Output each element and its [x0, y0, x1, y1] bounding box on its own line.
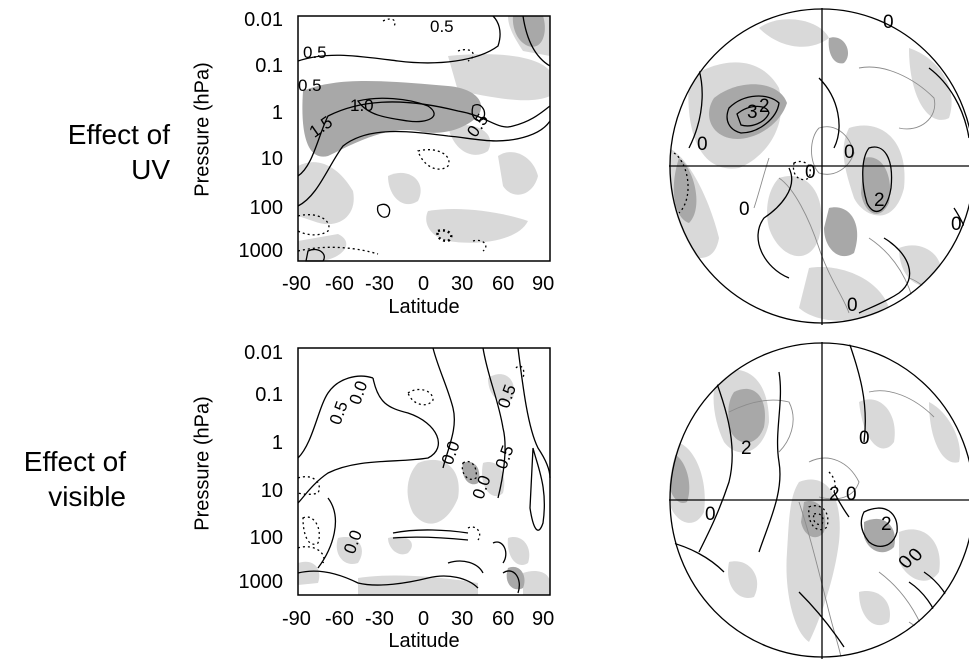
contour-label: 0.0 [345, 378, 371, 407]
shading-light [298, 374, 550, 595]
row-label-line1: Effect of [67, 119, 170, 150]
zonal-mean-contour-plot-uv: 0.5 0.5 1.0 1.5 0.5 0.5 [297, 15, 551, 262]
contour-label: 0.5 [298, 76, 322, 95]
y-axis-label: Pressure (hPa) [191, 62, 214, 197]
contour-label: 2 [874, 190, 885, 211]
polar-map-visible: 0 2 0 2 0 2 0 0 [669, 342, 969, 659]
contour-label: 0 [844, 142, 855, 163]
contour-label: 0 [697, 134, 708, 155]
x-tick-label: 90 [532, 608, 555, 630]
x-tick-label: 0 [418, 273, 430, 295]
contour-label: 2 [881, 514, 892, 535]
x-tick-label: 30 [451, 608, 474, 630]
contour-label: 0 [883, 12, 894, 33]
y-tick-label: 1 [271, 102, 283, 124]
y-tick-label: 0.1 [255, 55, 283, 77]
y-tick-label: 0.01 [244, 9, 283, 31]
contour-label: 0 [805, 162, 816, 183]
x-tick-label: -30 [365, 608, 394, 630]
map-contours-dotted [673, 152, 811, 214]
x-tick-label: -30 [365, 273, 394, 295]
x-tick-label: -60 [325, 273, 354, 295]
contour-label: 0 [951, 214, 962, 235]
map-contour-labels: 0 3 2 0 0 0 2 0 0 0 [697, 12, 962, 316]
y-tick-label: 0.1 [255, 384, 283, 406]
x-tick-label: -60 [325, 608, 354, 630]
x-axis-label: Latitude [388, 630, 460, 652]
contour-label: 0.5 [326, 399, 352, 428]
y-tick-label: 1000 [238, 240, 284, 262]
x-axis-label: Latitude [388, 296, 460, 318]
contour-label: 3 [747, 102, 758, 123]
x-tick-label: 0 [418, 608, 430, 630]
contour-label: 0 [847, 295, 858, 316]
contour-label: 2 [741, 438, 752, 459]
contour-label: 0.5 [430, 17, 454, 36]
contours-dotted [297, 365, 525, 564]
y-tick-label: 1 [271, 432, 283, 454]
contour-label: 1.0 [350, 96, 374, 115]
y-axis-label: Pressure (hPa) [191, 396, 214, 531]
contour-label: 0 [739, 199, 750, 220]
y-tick-label: 100 [249, 197, 283, 219]
zonal-mean-contour-plot-visible: 0.5 0.0 0.0 0.0 0.5 0.5 0.0 [297, 347, 551, 596]
contours-solid [297, 15, 551, 262]
x-tick-label: 30 [451, 273, 474, 295]
row-label-line1: Effect of [23, 446, 126, 477]
y-tick-label: 10 [260, 480, 283, 502]
contours-solid [297, 347, 551, 594]
contour-label: 0.5 [303, 43, 327, 62]
x-tick-label: -90 [282, 273, 311, 295]
y-tick-label: 0.01 [244, 342, 283, 364]
contour-label: 0 [705, 504, 716, 525]
shading-light [298, 16, 550, 261]
contour-label: 0.5 [492, 443, 518, 472]
contour-label: 0.0 [340, 528, 366, 557]
x-tick-label: -90 [282, 608, 311, 630]
map-contour-labels: 0 2 0 2 0 2 0 0 [705, 428, 927, 573]
x-tick-label: 60 [492, 608, 515, 630]
contour-label: 2 [759, 96, 770, 117]
y-tick-label: 1000 [238, 571, 284, 593]
map-shading-dark [673, 37, 891, 257]
row-label-line2: UV [131, 154, 170, 185]
x-tick-label: 60 [492, 273, 515, 295]
y-tick-label: 100 [249, 527, 283, 549]
row-label-line2: visible [48, 481, 126, 512]
contour-label: 0 [859, 428, 870, 449]
polar-map-uv: 0 3 2 0 0 0 2 0 0 0 [669, 8, 969, 325]
contour-label: 0 [846, 484, 857, 505]
contours-dotted [297, 18, 487, 255]
x-tick-label: 90 [532, 273, 555, 295]
contour-label: 2 [829, 484, 840, 505]
contour-label: 0.0 [438, 439, 464, 468]
y-tick-label: 10 [260, 148, 283, 170]
